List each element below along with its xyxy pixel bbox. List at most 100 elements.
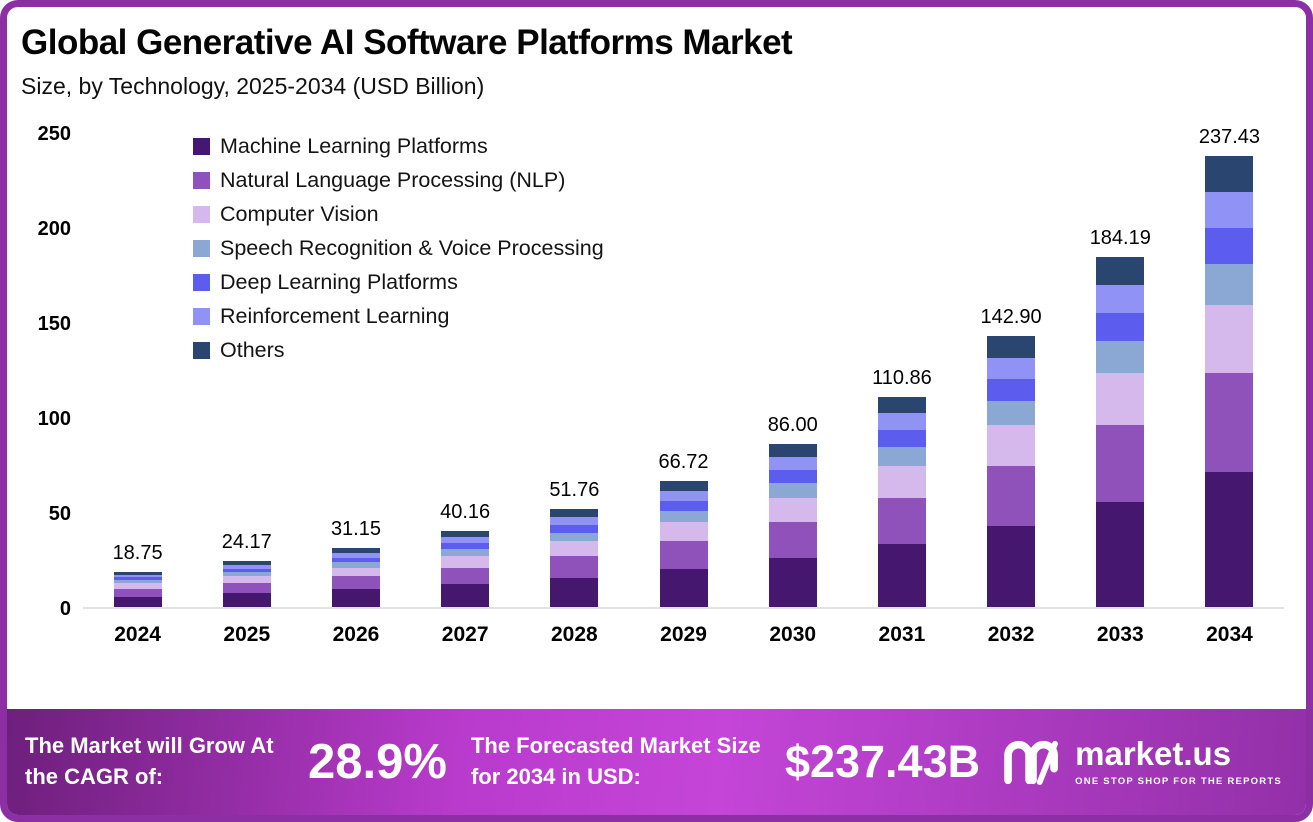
bar-segment-computer-vision [441, 556, 490, 568]
legend-item: Reinforcement Learning [193, 304, 604, 329]
legend-swatch [193, 308, 210, 326]
x-axis-label: 2030 [769, 623, 817, 647]
bar-segment-deep-learning-platforms [1096, 313, 1145, 342]
bar-segment-speech-recognition-voice-processing [768, 483, 817, 498]
bar-segment-speech-recognition-voice-processing [550, 532, 599, 542]
bar-segment-others [659, 480, 708, 491]
bar-segment-machine-learning-platforms [877, 544, 926, 608]
stacked-bar [987, 335, 1036, 608]
bar-segment-others [768, 443, 817, 457]
stacked-bar [1096, 257, 1145, 608]
bar-total-label: 110.86 [872, 366, 932, 389]
bar-segment-speech-recognition-voice-processing [877, 447, 926, 467]
legend-item: Natural Language Processing (NLP) [193, 168, 604, 193]
bar-segment-reinforcement-learning [113, 574, 162, 578]
stacked-bar [331, 548, 380, 608]
cagr-value: 28.9% [308, 735, 447, 789]
legend-swatch [193, 138, 210, 156]
y-tick-label: 50 [48, 503, 71, 526]
legend-label: Natural Language Processing (NLP) [220, 168, 566, 193]
bar-segment-natural-language-processing-nlp [768, 522, 817, 559]
bar-segment-others [441, 531, 490, 538]
bar-segment-natural-language-processing-nlp [331, 576, 380, 590]
bar-column: 110.86 [847, 134, 956, 608]
bar-segment-natural-language-processing-nlp [659, 541, 708, 570]
bar-total-label: 51.76 [549, 478, 600, 501]
bar-segment-others [987, 335, 1036, 358]
bar-segment-speech-recognition-voice-processing [113, 580, 162, 584]
legend-item: Machine Learning Platforms [193, 134, 604, 159]
bar-segment-reinforcement-learning [1205, 192, 1254, 229]
bar-segment-reinforcement-learning [987, 357, 1036, 380]
bar-segment-reinforcement-learning [331, 552, 380, 558]
legend-label: Deep Learning Platforms [220, 270, 458, 295]
x-axis-label: 2024 [114, 623, 161, 647]
bar-segment-machine-learning-platforms [1096, 502, 1145, 608]
bar-total-label: 18.75 [112, 541, 163, 564]
stacked-bar [768, 443, 817, 608]
x-axis-label: 2032 [987, 623, 1035, 647]
bar-segment-others [1096, 257, 1145, 286]
bar-segment-machine-learning-platforms [659, 569, 708, 608]
bar-column: 237.43 [1175, 126, 1284, 608]
chart-subtitle: Size, by Technology, 2025-2034 (USD Bill… [21, 73, 485, 100]
page-title: Global Generative AI Software Platforms … [21, 23, 793, 62]
bar-segment-deep-learning-platforms [331, 557, 380, 563]
bar-segment-computer-vision [222, 576, 271, 584]
brand-name: market.us [1075, 735, 1232, 772]
legend-swatch [193, 240, 210, 258]
bar-segment-deep-learning-platforms [768, 470, 817, 484]
bar-segment-natural-language-processing-nlp [877, 497, 926, 545]
x-axis-label: 2026 [332, 623, 380, 647]
x-axis-label: 2028 [550, 623, 598, 647]
bar-column: 51.76 [520, 134, 629, 608]
cagr-label: The Market will Grow At the CAGR of: [25, 733, 274, 789]
bar-segment-reinforcement-learning [877, 413, 926, 431]
legend-label: Machine Learning Platforms [220, 134, 488, 159]
x-axis-label: 2027 [441, 623, 489, 647]
bar-segment-computer-vision [768, 497, 817, 523]
bar-segment-speech-recognition-voice-processing [659, 510, 708, 523]
bar-segment-speech-recognition-voice-processing [987, 400, 1036, 426]
bar-total-label: 40.16 [440, 501, 491, 523]
bar-segment-natural-language-processing-nlp [113, 588, 162, 597]
legend-swatch [193, 206, 210, 224]
stacked-bar [441, 531, 490, 608]
bar-segment-deep-learning-platforms [550, 524, 599, 533]
bar-segment-others [222, 561, 271, 565]
legend-swatch [193, 274, 210, 292]
y-tick-label: 0 [59, 598, 71, 621]
bar-segment-others [331, 548, 380, 553]
bar-segment-computer-vision [877, 466, 926, 498]
bar-total-label: 31.15 [330, 518, 381, 541]
footer-banner: The Market will Grow At the CAGR of: 28.… [7, 709, 1306, 815]
bar-segment-speech-recognition-voice-processing [222, 572, 271, 577]
stacked-bar [113, 571, 162, 608]
bar-segment-machine-learning-platforms [113, 596, 162, 608]
bar-column: 24.17 [192, 134, 301, 608]
legend-label: Others [220, 338, 285, 363]
bar-segment-natural-language-processing-nlp [987, 466, 1036, 526]
bar-segment-reinforcement-learning [659, 490, 708, 501]
x-axis-label: 2029 [660, 623, 707, 647]
bar-total-label: 142.90 [980, 305, 1042, 328]
bar-segment-others [550, 508, 599, 517]
bar-segment-machine-learning-platforms [441, 584, 490, 608]
brand-tagline: ONE STOP SHOP FOR THE REPORTS [1075, 776, 1282, 787]
bar-segment-machine-learning-platforms [222, 593, 271, 608]
legend-swatch [193, 172, 210, 190]
bar-segment-reinforcement-learning [550, 516, 599, 525]
bar-segment-speech-recognition-voice-processing [1205, 264, 1254, 306]
bar-segment-machine-learning-platforms [768, 558, 817, 608]
stacked-bar [1205, 156, 1254, 608]
bar-column: 18.75 [83, 134, 192, 608]
bar-column: 31.15 [301, 134, 410, 608]
bar-segment-machine-learning-platforms [987, 525, 1036, 608]
bar-segment-speech-recognition-voice-processing [441, 549, 490, 557]
y-tick-label: 250 [37, 123, 71, 146]
bar-segment-computer-vision [1205, 305, 1254, 373]
bar-segment-machine-learning-platforms [331, 589, 380, 608]
plot-area: 18.75 24.17 31.15 40.16 51.76 66.72 86.00 110.8… [83, 126, 1284, 610]
x-axis-label: 2025 [223, 623, 271, 647]
